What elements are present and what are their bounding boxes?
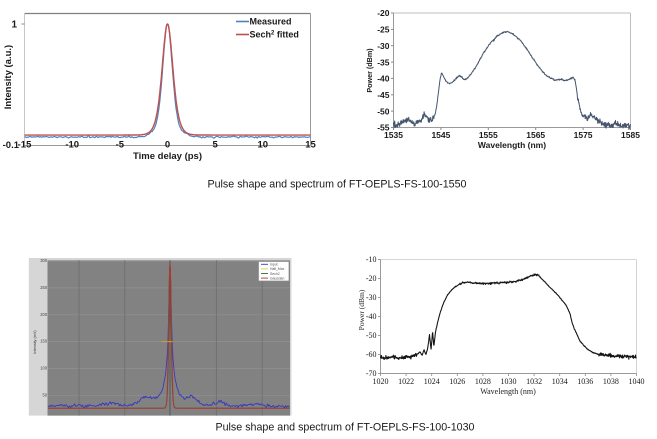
svg-text:0: 0 [165,140,170,151]
svg-text:Sech2: Sech2 [270,272,280,276]
svg-text:1024: 1024 [424,377,440,386]
svg-text:-50: -50 [377,106,390,116]
svg-text:-0.1: -0.1 [3,140,20,151]
svg-text:150: 150 [40,339,48,344]
svg-text:-55: -55 [377,123,390,133]
svg-text:Power (dBm): Power (dBm) [357,289,366,330]
svg-text:Wavelength (nm): Wavelength (nm) [478,140,546,150]
svg-text:Intensity (a.u.): Intensity (a.u.) [3,45,14,109]
svg-text:1038: 1038 [603,377,619,386]
svg-text:-50: -50 [366,331,377,340]
svg-text:-40: -40 [377,74,390,84]
svg-text:1022: 1022 [398,377,414,386]
svg-text:1030: 1030 [501,377,517,386]
svg-text:1028: 1028 [475,377,491,386]
svg-text:-20: -20 [366,274,377,283]
svg-text:15: 15 [305,140,316,151]
svg-text:-45: -45 [377,90,390,100]
svg-text:1032: 1032 [526,377,542,386]
svg-text:-5: -5 [116,140,125,151]
svg-text:1034: 1034 [552,377,568,386]
svg-text:-25: -25 [377,25,390,35]
svg-text:-30: -30 [377,41,390,51]
svg-text:1545: 1545 [431,130,450,140]
svg-text:1: 1 [11,20,17,31]
svg-text:200: 200 [40,312,48,317]
svg-text:1585: 1585 [621,130,640,140]
svg-text:Input: Input [270,263,278,267]
svg-text:50: 50 [43,392,48,397]
svg-text:300: 300 [40,258,48,263]
svg-text:Pulse shape and spectrum of FT: Pulse shape and spectrum of FT-OEPLS-FS-… [207,179,466,191]
svg-text:1565: 1565 [526,130,545,140]
svg-text:1036: 1036 [577,377,593,386]
svg-text:-70: -70 [366,369,377,378]
svg-text:-35: -35 [377,57,390,67]
svg-text:Wavelength (nm): Wavelength (nm) [480,387,536,396]
svg-text:Half_Max: Half_Max [270,267,285,271]
svg-text:Gaussian: Gaussian [270,276,284,280]
svg-text:-15: -15 [18,140,32,151]
svg-text:1020: 1020 [373,377,389,386]
svg-text:Power (dBm): Power (dBm) [365,48,374,93]
svg-text:-20: -20 [377,8,390,18]
svg-text:-60: -60 [366,350,377,359]
svg-text:250: 250 [40,285,48,290]
svg-text:5: 5 [213,140,219,151]
svg-text:1555: 1555 [479,130,498,140]
svg-text:Sech2 fitted: Sech2 fitted [250,30,299,40]
svg-text:1575: 1575 [574,130,593,140]
svg-text:Pulse shape and spectrum of FT: Pulse shape and spectrum of FT-OEPLS-FS-… [215,422,474,434]
svg-text:Measured: Measured [250,17,292,27]
svg-text:1026: 1026 [449,377,465,386]
svg-text:-10: -10 [65,140,79,151]
svg-text:Intensity (mV): Intensity (mV) [33,330,37,354]
svg-text:Time delay (ps): Time delay (ps) [133,151,202,162]
svg-text:-40: -40 [366,312,377,321]
svg-text:10: 10 [258,140,269,151]
svg-text:-30: -30 [366,293,377,302]
svg-text:1535: 1535 [384,130,403,140]
svg-text:100: 100 [40,366,48,371]
svg-text:1040: 1040 [629,377,645,386]
svg-text:-10: -10 [366,255,377,264]
